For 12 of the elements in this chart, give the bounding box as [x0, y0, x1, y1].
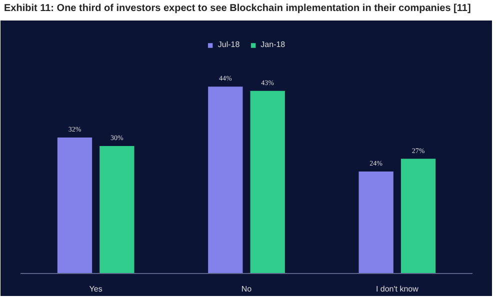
bar	[250, 90, 285, 274]
bar	[57, 138, 92, 274]
bar	[400, 158, 436, 274]
x-tick-label: I don't know	[376, 284, 419, 294]
x-tick-label: Yes	[89, 284, 102, 294]
bar	[100, 146, 134, 274]
x-tick-label: No	[241, 284, 252, 294]
chart-title: Exhibit 11: One third of investors expect to see Blockchain implementation in their companies [11]	[4, 2, 471, 16]
bar	[208, 86, 243, 274]
legend-label: Jul-18	[218, 40, 240, 49]
legend-label: Jan-18	[260, 40, 286, 49]
bar	[358, 172, 394, 274]
